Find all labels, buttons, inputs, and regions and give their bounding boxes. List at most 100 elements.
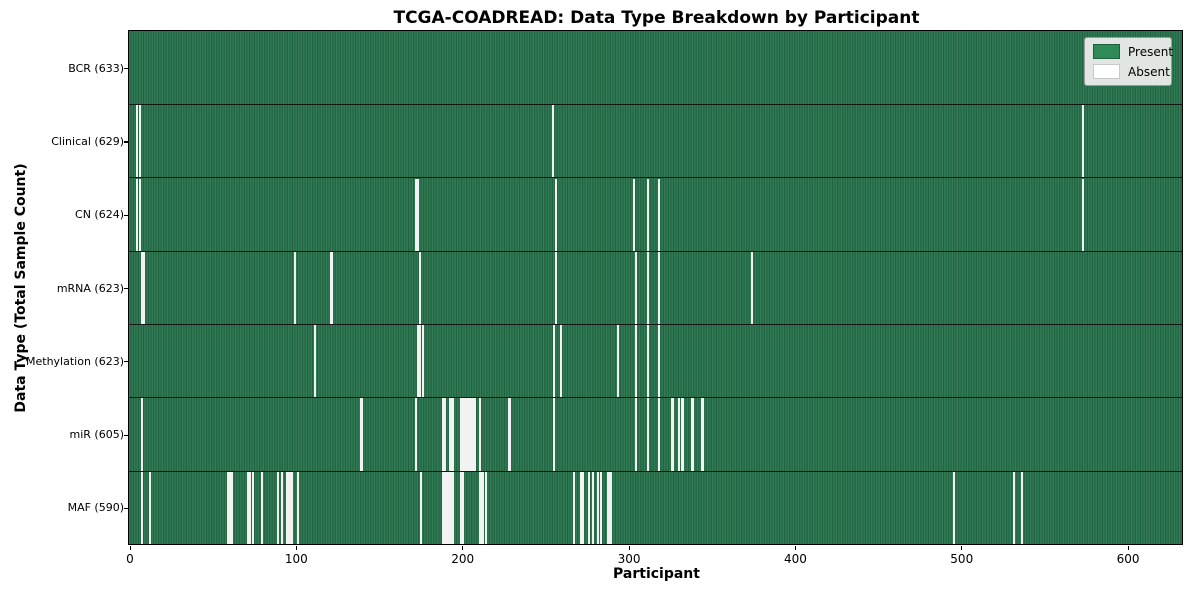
absent-stripe — [681, 398, 684, 472]
x-tick-mark — [794, 545, 797, 550]
absent-stripe — [229, 471, 232, 545]
absent-stripe — [646, 178, 649, 252]
plot-frame — [128, 30, 1184, 546]
absent-stripe — [418, 325, 421, 398]
row-separator — [129, 104, 1183, 106]
absent-stripe — [473, 398, 476, 472]
absent-stripe — [553, 325, 556, 398]
absent-stripe — [555, 178, 558, 252]
absent-stripe — [658, 251, 661, 325]
chart-title: TCGA-COADREAD: Data Type Breakdown by Pa… — [393, 8, 920, 28]
x-tick-label: 0 — [126, 552, 134, 566]
absent-stripe — [952, 471, 955, 545]
absent-stripe — [280, 471, 283, 545]
absent-stripe — [461, 471, 464, 545]
legend-entry-present: Present — [1093, 44, 1173, 59]
row-separator — [129, 177, 1183, 179]
absent-stripe — [634, 398, 637, 472]
x-axis-title: Participant — [613, 566, 700, 582]
absent-stripe — [461, 398, 464, 472]
present-swatch — [1093, 44, 1120, 59]
x-tick-mark — [628, 545, 630, 550]
y-tick-label: miR (605) — [69, 428, 125, 442]
absent-stripe — [658, 398, 661, 472]
absent-stripe — [1082, 178, 1085, 252]
absent-stripe — [608, 471, 611, 545]
absent-stripe — [634, 325, 637, 398]
absent-stripe — [247, 471, 250, 545]
absent-stripe — [416, 325, 420, 398]
absent-stripe — [416, 178, 420, 252]
absent-stripe — [415, 398, 418, 472]
y-tick-mark — [123, 214, 128, 216]
absent-stripe — [1020, 471, 1023, 545]
x-tick-mark — [462, 545, 464, 550]
absent-stripe — [478, 471, 481, 545]
y-tick-label: Clinical (629) — [51, 134, 124, 148]
absent-stripe — [285, 471, 288, 545]
absent-stripe — [588, 471, 591, 545]
y-tick-mark — [123, 434, 128, 436]
absent-stripe — [139, 105, 142, 178]
absent-stripe — [678, 398, 681, 472]
absent-stripe — [691, 398, 694, 472]
absent-stripe — [140, 471, 143, 545]
absent-stripe — [135, 178, 138, 252]
y-tick-mark — [123, 68, 128, 70]
y-tick-mark — [123, 141, 128, 143]
heatmap-plot-area — [129, 31, 1183, 545]
absent-stripe — [468, 398, 471, 472]
x-tick-label: 400 — [783, 552, 807, 566]
absent-stripe — [609, 471, 613, 545]
y-tick-label: mRNA (623) — [56, 281, 124, 295]
absent-stripe — [596, 471, 599, 545]
absent-stripe — [420, 471, 423, 545]
absent-stripe — [330, 251, 333, 325]
absent-stripe — [451, 471, 455, 545]
absent-stripe — [135, 105, 138, 178]
absent-stripe — [555, 251, 558, 325]
legend-label-present: Present — [1128, 44, 1174, 59]
x-tick-mark — [129, 545, 131, 550]
absent-stripe — [139, 178, 142, 252]
absent-stripe — [313, 325, 316, 398]
x-tick-label: 200 — [451, 552, 475, 566]
row-separator — [129, 324, 1183, 326]
absent-stripe — [751, 251, 754, 325]
absent-stripe — [606, 471, 609, 545]
absent-stripe — [551, 105, 554, 178]
absent-stripe — [441, 471, 445, 545]
row-separator — [129, 250, 1183, 252]
row-separator — [129, 397, 1183, 399]
absent-stripe — [471, 398, 474, 472]
absent-stripe — [616, 325, 619, 398]
absent-stripe — [1012, 471, 1015, 545]
x-tick-label: 100 — [284, 552, 308, 566]
absent-stripe — [450, 471, 453, 545]
row-separator — [129, 470, 1183, 472]
absent-stripe — [485, 471, 488, 545]
y-tick-label: Methylation (623) — [26, 354, 124, 368]
absent-stripe — [1082, 105, 1085, 178]
absent-stripe — [445, 471, 448, 545]
absent-stripe — [142, 251, 145, 325]
absent-stripe — [140, 398, 143, 472]
absent-stripe — [591, 471, 594, 545]
absent-stripe — [581, 471, 584, 545]
y-tick-mark — [123, 507, 128, 510]
absent-stripe — [288, 471, 291, 545]
absent-stripe — [260, 471, 263, 545]
absent-stripe — [149, 471, 152, 545]
x-tick-label: 300 — [617, 552, 641, 566]
absent-stripe — [227, 471, 230, 545]
absent-stripe — [277, 471, 280, 545]
absent-stripe — [470, 398, 473, 472]
absent-stripe — [508, 398, 511, 472]
absent-stripe — [297, 471, 300, 545]
absent-stripe — [450, 398, 453, 472]
x-tick-label: 600 — [1116, 552, 1140, 566]
absent-stripe — [415, 178, 418, 252]
absent-stripe — [443, 471, 446, 545]
absent-stripe — [446, 471, 450, 545]
